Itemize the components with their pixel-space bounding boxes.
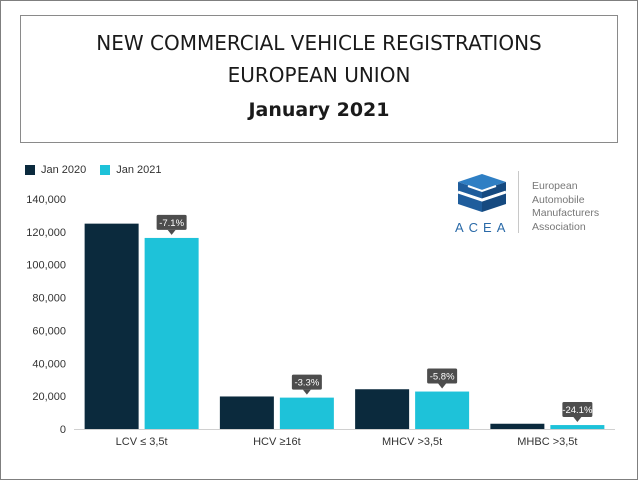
bar-jan-2020 xyxy=(219,396,274,429)
bar-jan-2021 xyxy=(144,237,199,429)
bar-jan-2020 xyxy=(355,389,410,429)
bar-jan-2021 xyxy=(550,425,605,429)
legend-item-jan-2020: Jan 2020 xyxy=(25,164,86,176)
y-tick-label: 0 xyxy=(60,424,66,436)
legend-swatch-jan-2020 xyxy=(25,165,35,175)
x-tick-label: MHCV >3,5t xyxy=(382,436,442,448)
data-label: -5.8% xyxy=(430,372,455,383)
acea-wordmark: ACEA xyxy=(455,220,511,235)
y-tick-label: 20,000 xyxy=(32,391,66,403)
data-label-pointer xyxy=(167,229,176,235)
logo-divider xyxy=(518,171,519,233)
legend-item-jan-2021: Jan 2021 xyxy=(100,164,162,176)
acea-org-name: European Automobile Manufacturers Associ… xyxy=(532,180,599,234)
chart-title-line-1: NEW COMMERCIAL VEHICLE REGISTRATIONS xyxy=(96,31,542,55)
y-tick-label: 100,000 xyxy=(26,260,66,272)
bar-jan-2020 xyxy=(490,423,545,429)
data-label-pointer xyxy=(438,383,447,389)
legend: Jan 2020 Jan 2021 xyxy=(25,164,162,176)
bar-jan-2021 xyxy=(415,391,470,429)
x-tick-label: HCV ≥16t xyxy=(253,436,301,448)
y-tick-label: 120,000 xyxy=(26,227,66,239)
data-label-box xyxy=(427,368,458,384)
legend-label-jan-2020: Jan 2020 xyxy=(41,164,87,176)
data-label: -7.1% xyxy=(159,218,184,229)
data-label-box xyxy=(156,214,187,230)
org-line-1: European xyxy=(532,180,578,192)
chart-title-line-2: EUROPEAN UNION xyxy=(227,63,411,87)
data-label-pointer xyxy=(573,417,582,423)
chart-subtitle: January 2021 xyxy=(248,99,390,121)
legend-swatch-jan-2021 xyxy=(100,165,111,175)
y-tick-label: 140,000 xyxy=(26,194,66,206)
y-tick-label: 60,000 xyxy=(32,325,66,337)
org-line-3: Manufacturers xyxy=(532,207,600,219)
org-line-2: Automobile xyxy=(532,193,585,206)
acea-logo-icon xyxy=(457,174,507,212)
data-label: -24.1% xyxy=(562,405,593,416)
x-tick-label: MHBC >3,5t xyxy=(517,436,577,448)
y-tick-label: 40,000 xyxy=(32,358,66,370)
x-tick-label: LCV ≤ 3,5t xyxy=(116,436,168,448)
y-tick-label: 80,000 xyxy=(32,293,66,305)
title-box: NEW COMMERCIAL VEHICLE REGISTRATIONS EUR… xyxy=(20,15,618,143)
data-label-box xyxy=(291,374,322,390)
acea-logo: ACEA European Automobile Manufacturers A… xyxy=(452,168,622,238)
bar-jan-2020 xyxy=(84,223,139,429)
bar-jan-2021 xyxy=(279,397,334,429)
data-label-box xyxy=(562,402,593,418)
data-label-pointer xyxy=(302,389,311,395)
org-line-4: Association xyxy=(532,220,586,233)
data-label: -3.3% xyxy=(294,378,319,389)
legend-label-jan-2021: Jan 2021 xyxy=(116,164,162,176)
